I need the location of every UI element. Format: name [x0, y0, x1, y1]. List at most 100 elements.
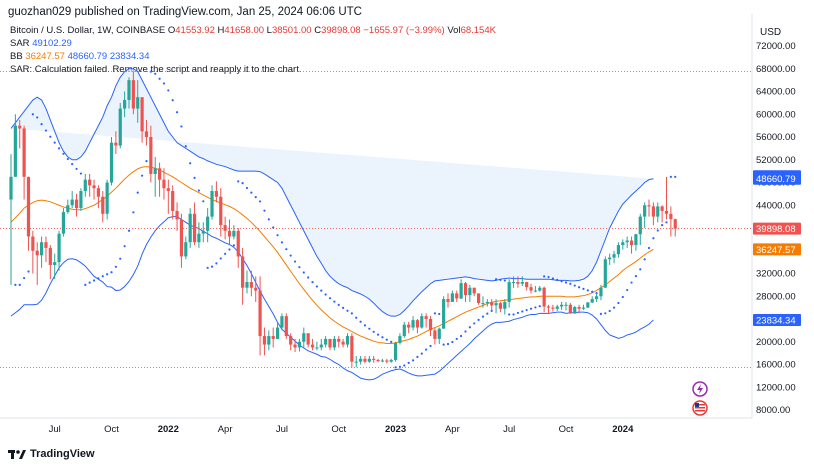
candle[interactable] [206, 208, 210, 243]
candle[interactable] [594, 293, 599, 302]
candle[interactable] [407, 321, 411, 334]
candle[interactable] [61, 208, 66, 237]
candle[interactable] [608, 253, 612, 265]
candle[interactable] [293, 338, 297, 352]
candle[interactable] [267, 330, 271, 351]
candle[interactable] [664, 176, 669, 220]
candle[interactable] [538, 286, 542, 292]
candle[interactable] [590, 296, 594, 304]
candle[interactable] [236, 228, 240, 268]
candle[interactable] [162, 168, 166, 200]
candle[interactable] [149, 125, 153, 183]
candle[interactable] [560, 301, 564, 310]
candle[interactable] [66, 199, 70, 214]
candle[interactable] [289, 333, 293, 351]
candle[interactable] [551, 304, 555, 312]
candle[interactable] [372, 355, 376, 363]
candle[interactable] [157, 162, 162, 197]
candle[interactable] [31, 230, 35, 274]
candle[interactable] [219, 188, 223, 237]
candle[interactable] [385, 358, 389, 364]
candle[interactable] [184, 236, 188, 260]
candle[interactable] [621, 239, 625, 250]
candle[interactable] [603, 256, 607, 288]
candle[interactable] [577, 304, 581, 314]
candle[interactable] [503, 299, 507, 315]
candle[interactable] [555, 304, 559, 312]
candle[interactable] [573, 305, 577, 314]
candle[interactable] [13, 114, 17, 177]
candle[interactable] [380, 358, 385, 363]
candle[interactable] [26, 176, 31, 251]
bb-lower-line[interactable] [10, 216, 654, 381]
candle[interactable] [328, 338, 332, 351]
candle[interactable] [656, 202, 660, 223]
candle[interactable] [280, 313, 284, 331]
candle[interactable] [262, 327, 267, 356]
candle[interactable] [520, 276, 524, 287]
tradingview-logo[interactable]: TradingView [8, 448, 95, 460]
candle[interactable] [420, 313, 424, 329]
candle[interactable] [424, 313, 428, 328]
candle[interactable] [53, 253, 57, 280]
candle[interactable] [319, 338, 323, 351]
candle[interactable] [389, 358, 393, 363]
candle[interactable] [367, 355, 371, 363]
candle[interactable] [629, 236, 634, 254]
candle[interactable] [175, 202, 179, 231]
candle[interactable] [490, 299, 494, 311]
candle[interactable] [96, 185, 100, 209]
candle[interactable] [616, 242, 621, 258]
candle[interactable] [651, 202, 655, 226]
candle[interactable] [533, 286, 537, 293]
candle[interactable] [310, 338, 315, 351]
candle[interactable] [105, 179, 109, 220]
candle[interactable] [127, 77, 131, 109]
candle[interactable] [271, 327, 275, 348]
candle[interactable] [359, 355, 363, 365]
candle[interactable] [254, 276, 258, 302]
candle[interactable] [275, 321, 280, 339]
candle[interactable] [171, 185, 175, 220]
candle[interactable] [350, 333, 354, 368]
candle[interactable] [568, 303, 572, 314]
candle[interactable] [612, 250, 616, 264]
candle[interactable] [306, 333, 310, 348]
candle[interactable] [88, 173, 92, 197]
candle[interactable] [245, 270, 249, 294]
candle[interactable] [442, 296, 446, 329]
candle[interactable] [101, 191, 105, 223]
candle[interactable] [284, 313, 288, 339]
candle[interactable] [625, 236, 629, 248]
candle[interactable] [428, 316, 433, 337]
bb-upper-line[interactable] [10, 68, 654, 317]
candle[interactable] [393, 341, 398, 362]
candle[interactable] [669, 206, 673, 237]
candle[interactable] [481, 296, 485, 308]
candle[interactable] [581, 304, 586, 310]
candle[interactable] [450, 290, 454, 302]
candle[interactable] [214, 181, 218, 203]
candle[interactable] [297, 338, 302, 352]
candle[interactable] [511, 276, 516, 288]
candle[interactable] [485, 299, 489, 307]
candle[interactable] [398, 333, 402, 345]
candle[interactable] [433, 327, 437, 345]
candle[interactable] [118, 102, 122, 149]
candle[interactable] [302, 327, 306, 348]
candle[interactable] [9, 154, 13, 285]
candle[interactable] [241, 247, 245, 305]
candle[interactable] [507, 279, 511, 308]
candle[interactable] [415, 319, 420, 334]
candle[interactable] [197, 222, 201, 248]
candle[interactable] [341, 338, 345, 348]
candle[interactable] [476, 293, 481, 305]
candle[interactable] [324, 336, 328, 348]
candle[interactable] [136, 80, 140, 123]
candle[interactable] [79, 188, 83, 211]
candle[interactable] [472, 287, 476, 297]
candle[interactable] [83, 173, 87, 197]
candle[interactable] [192, 202, 197, 246]
sar-legend[interactable]: SAR 49102.29 [10, 38, 72, 49]
